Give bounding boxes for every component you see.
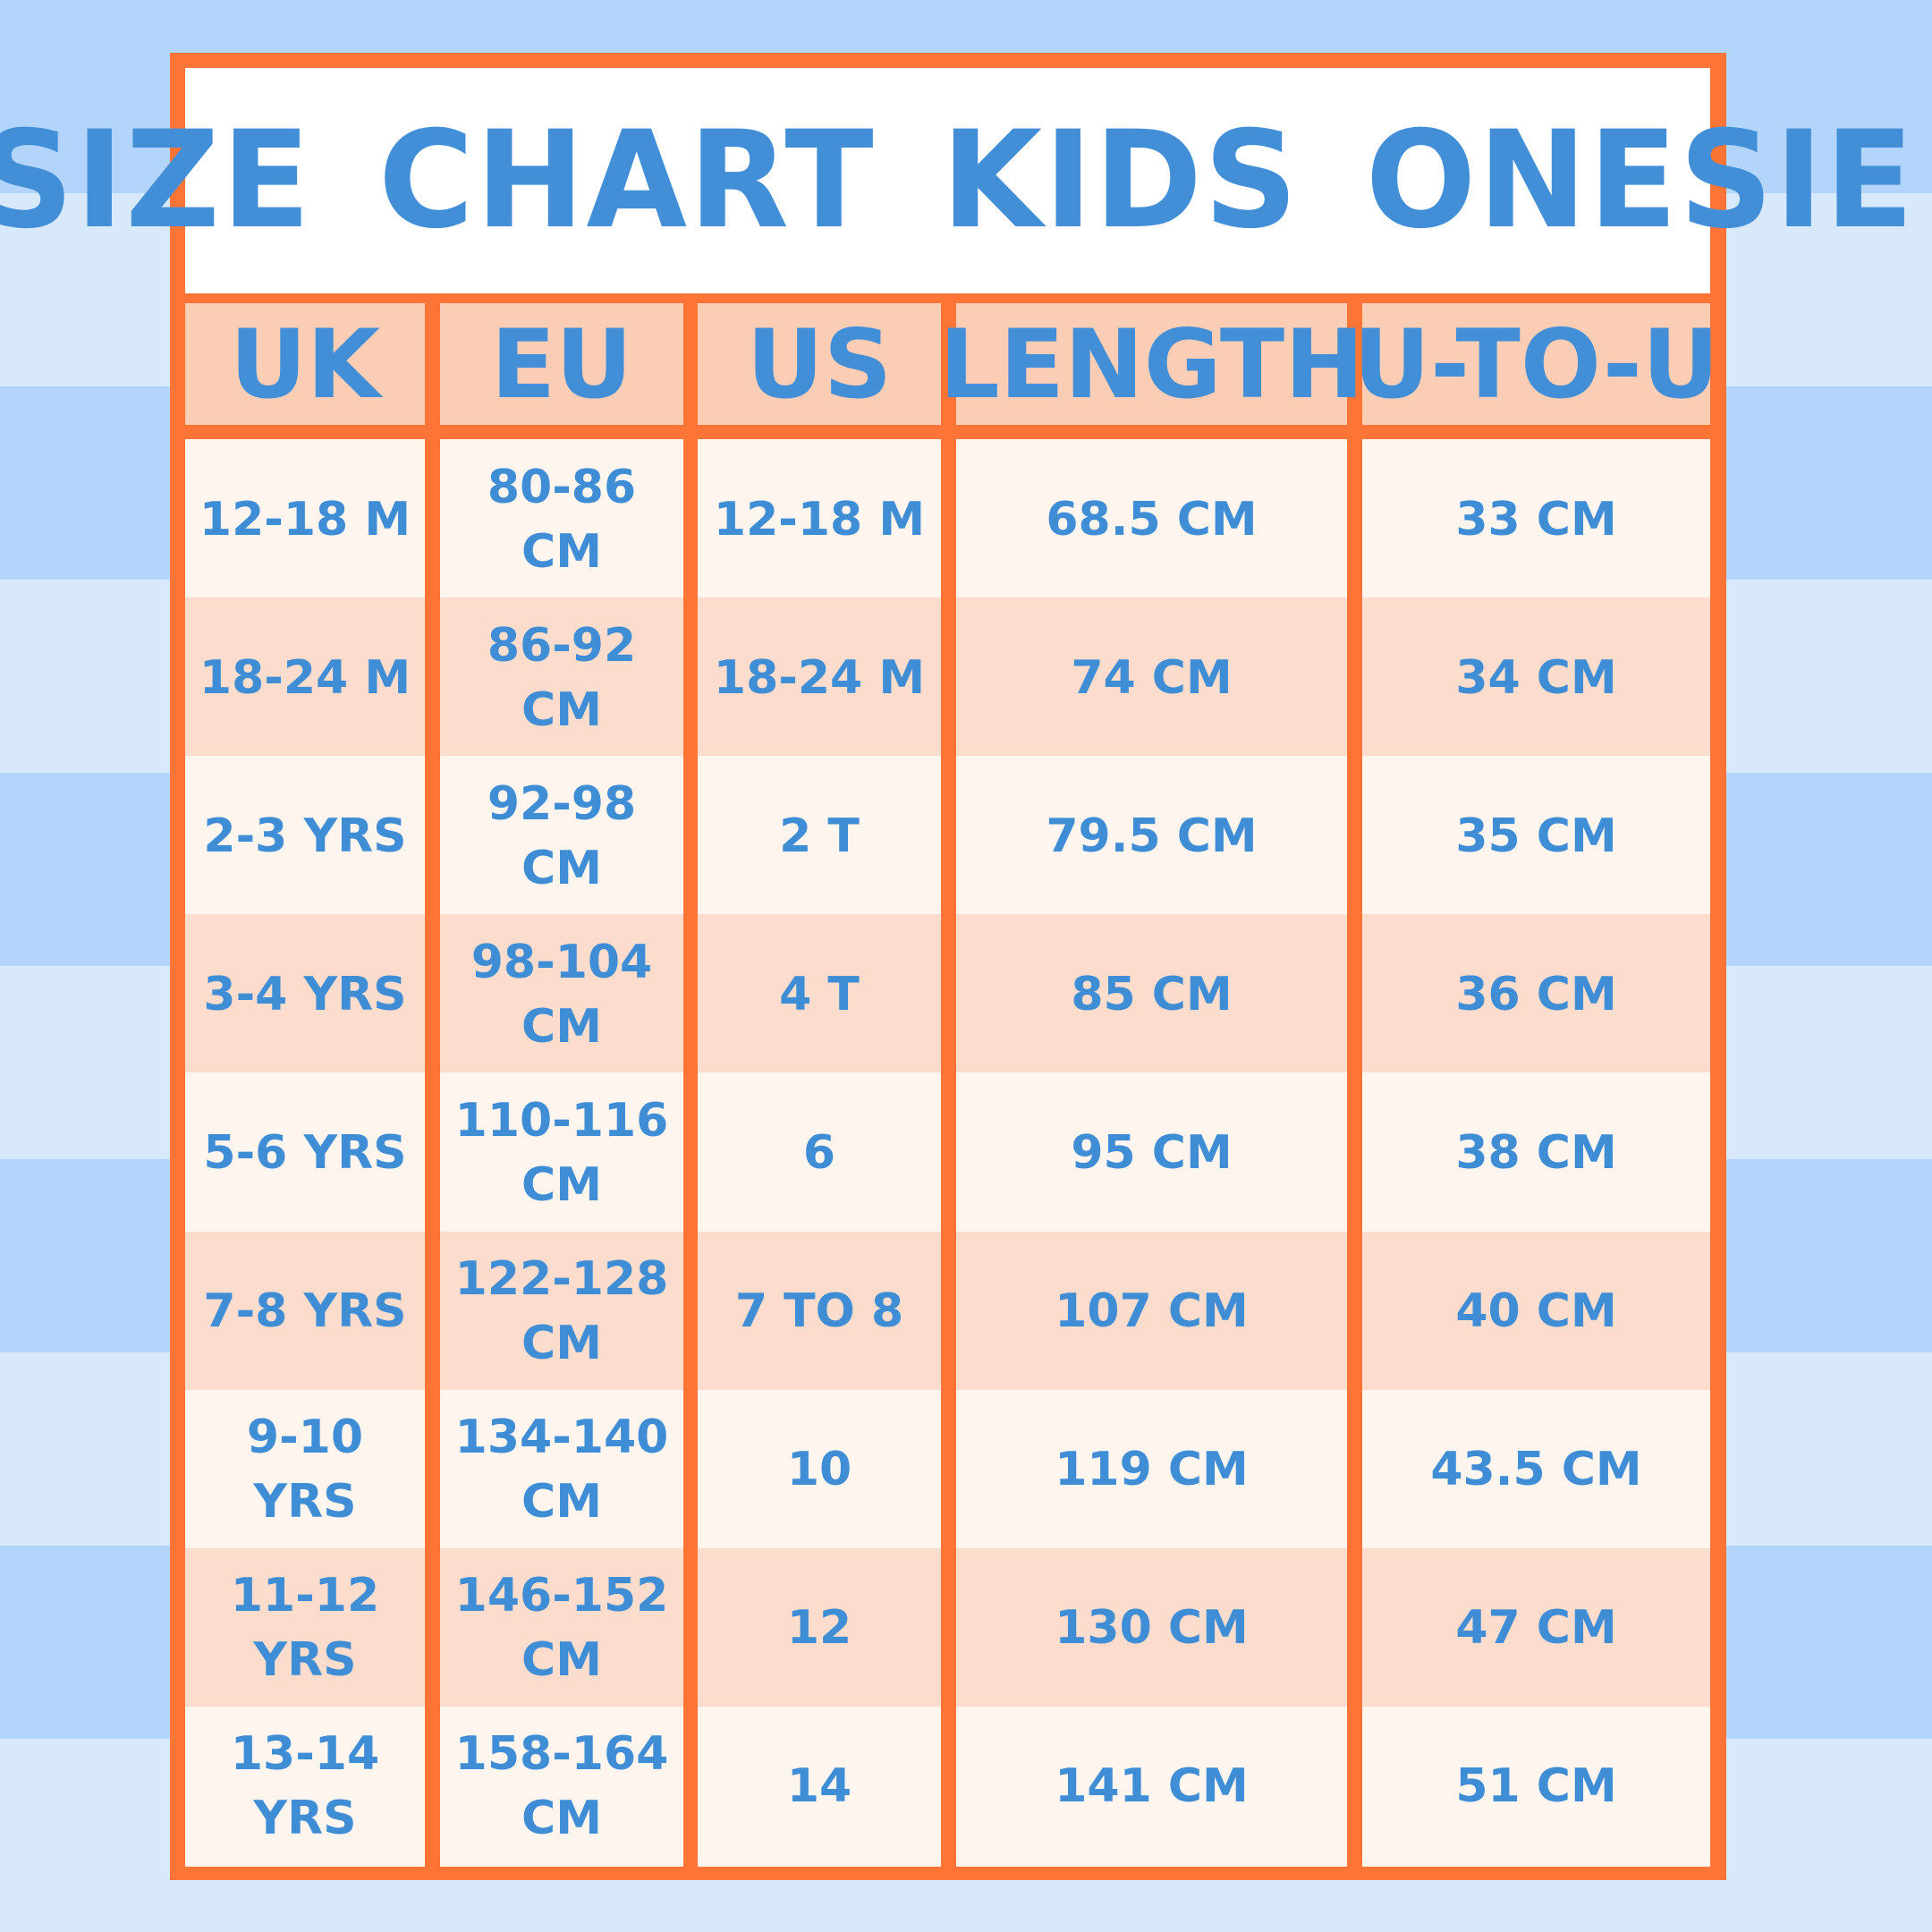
table-cell: 85 CM [956, 914, 1347, 1075]
column-u-to-u: U-TO-U 33 CM 34 CM 35 CM 36 CM 38 CM 40 CM 43.… [1353, 303, 1719, 1867]
table-cell: 12-18 M [698, 439, 941, 599]
table-cell: 9-10 YRS [185, 1389, 425, 1550]
table-cell: 92-98 CM [440, 756, 683, 917]
header-u-to-u: U-TO-U [1353, 303, 1719, 425]
table-cell: 2 T [698, 756, 941, 917]
table-cell: 107 CM [956, 1231, 1347, 1392]
table-cell: 36 CM [1362, 914, 1710, 1075]
table-cell: 130 CM [956, 1547, 1347, 1708]
table-cell: 7 TO 8 [698, 1231, 941, 1392]
table-cell: 11-12 YRS [185, 1547, 425, 1708]
title-box: SIZE CHART KIDS ONESIE [0, 68, 1914, 293]
table-cell: 12-18 M [185, 439, 425, 599]
table-cell: 95 CM [956, 1072, 1347, 1233]
table-cell: 3-4 YRS [185, 914, 425, 1075]
table-cell: 110-116 CM [440, 1072, 683, 1233]
table-cell: 18-24 M [698, 597, 941, 758]
table-cell: 146-152 CM [440, 1547, 683, 1708]
table-cell: 158-164 CM [440, 1706, 683, 1867]
table-cell: 122-128 CM [440, 1231, 683, 1392]
table-cell: 80-86 CM [440, 439, 683, 599]
table-cell: 68.5 CM [956, 439, 1347, 599]
table-cell: 98-104 CM [440, 914, 683, 1075]
table-cell: 12 [698, 1547, 941, 1708]
size-chart: SIZE CHART KIDS ONESIE UK 12-18 M 18-24 M… [0, 53, 1914, 1880]
column-eu: EU 80-86 CM 86-92 CM 92-98 CM 98-104 CM 110-… [440, 303, 683, 1867]
table-cell: 2-3 YRS [185, 756, 425, 917]
header-uk: UK [185, 303, 425, 425]
table-cell: 47 CM [1362, 1547, 1710, 1708]
table-cell: 79.5 CM [956, 756, 1347, 917]
size-table: UK 12-18 M 18-24 M 2-3 YRS 3-4 YRS 5-6 YRS 7-… [185, 303, 1719, 1867]
table-cell: 13-14 YRS [185, 1706, 425, 1867]
table-cell: 10 [698, 1389, 941, 1550]
column-eu-body: 80-86 CM 86-92 CM 92-98 CM 98-104 CM 110-116… [440, 439, 683, 1867]
column-uk: UK 12-18 M 18-24 M 2-3 YRS 3-4 YRS 5-6 YRS 7-… [185, 303, 425, 1867]
header-us: US [698, 303, 941, 425]
table-cell: 51 CM [1362, 1706, 1710, 1867]
table-cell: 34 CM [1362, 597, 1710, 758]
table-cell: 7-8 YRS [185, 1231, 425, 1392]
table-cell: 4 T [698, 914, 941, 1075]
table-cell: 33 CM [1362, 439, 1710, 599]
table-cell: 74 CM [956, 597, 1347, 758]
header-eu: EU [440, 303, 683, 425]
table-cell: 141 CM [956, 1706, 1347, 1867]
table-cell: 86-92 CM [440, 597, 683, 758]
table-cell: 14 [698, 1706, 941, 1867]
table-cell: 119 CM [956, 1389, 1347, 1550]
table-cell: 5-6 YRS [185, 1072, 425, 1233]
header-length: LENGTH [939, 303, 1364, 425]
table-cell: 38 CM [1362, 1072, 1710, 1233]
table-cell: 6 [698, 1072, 941, 1233]
table-cell: 43.5 CM [1362, 1389, 1710, 1550]
column-u-to-u-body: 33 CM 34 CM 35 CM 36 CM 38 CM 40 CM 43.5 CM 47 … [1362, 439, 1710, 1867]
column-length-body: 68.5 CM 74 CM 79.5 CM 85 CM 95 CM 107 CM 119 C… [956, 439, 1347, 1867]
table-cell: 35 CM [1362, 756, 1710, 917]
column-uk-body: 12-18 M 18-24 M 2-3 YRS 3-4 YRS 5-6 YRS 7-8 Y… [185, 439, 425, 1867]
table-cell: 134-140 CM [440, 1389, 683, 1550]
column-length: LENGTH 68.5 CM 74 CM 79.5 CM 85 CM 95 CM 107 … [939, 303, 1364, 1867]
table-cell: 18-24 M [185, 597, 425, 758]
table-cell: 40 CM [1362, 1231, 1710, 1392]
chart-title: SIZE CHART KIDS ONESIE [0, 103, 1916, 258]
